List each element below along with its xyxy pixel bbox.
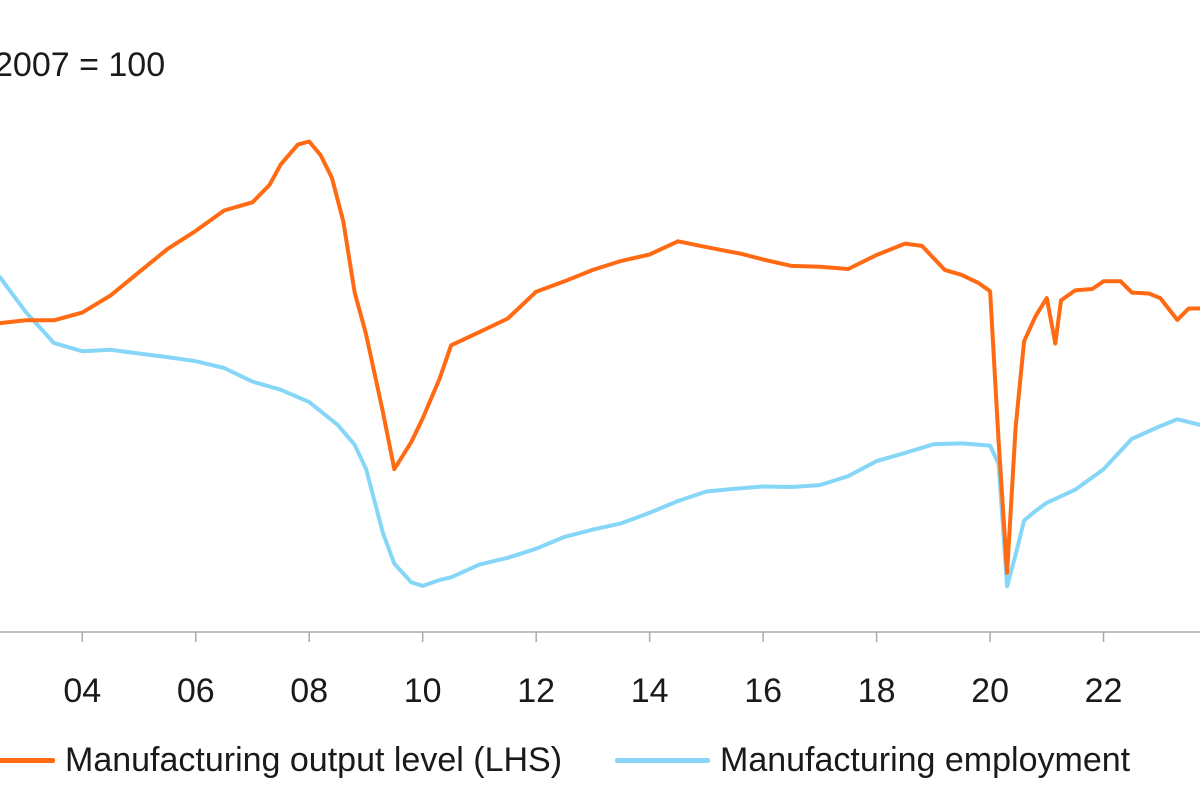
x-tick-label: 20 [971,672,1009,710]
x-tick-label: 08 [290,672,328,710]
legend-swatch-output [0,757,55,763]
series-line-employment [0,275,1200,589]
legend-item-output: Manufacturing output level (LHS) [0,738,562,782]
x-tick-label: 06 [177,672,215,710]
legend-item-employment: Manufacturing employment [615,738,1130,782]
legend-swatch-employment [615,757,710,763]
x-tick-label: 14 [631,672,669,710]
x-tick-label: 12 [517,672,555,710]
x-tick-label: 22 [1085,672,1123,710]
x-tick-label: 04 [63,672,101,710]
series-line-output [0,139,1200,575]
legend-label-output: Manufacturing output level (LHS) [65,740,563,779]
unit-label: 2007 = 100 [0,46,166,84]
x-tick-label: 10 [404,672,442,710]
legend-label-employment: Manufacturing employment [720,740,1131,779]
x-tick-label: 16 [744,672,782,710]
line-chart: 04 06 08 10 12 14 16 18 20 22 [0,139,1200,710]
x-tick-label: 18 [858,672,896,710]
